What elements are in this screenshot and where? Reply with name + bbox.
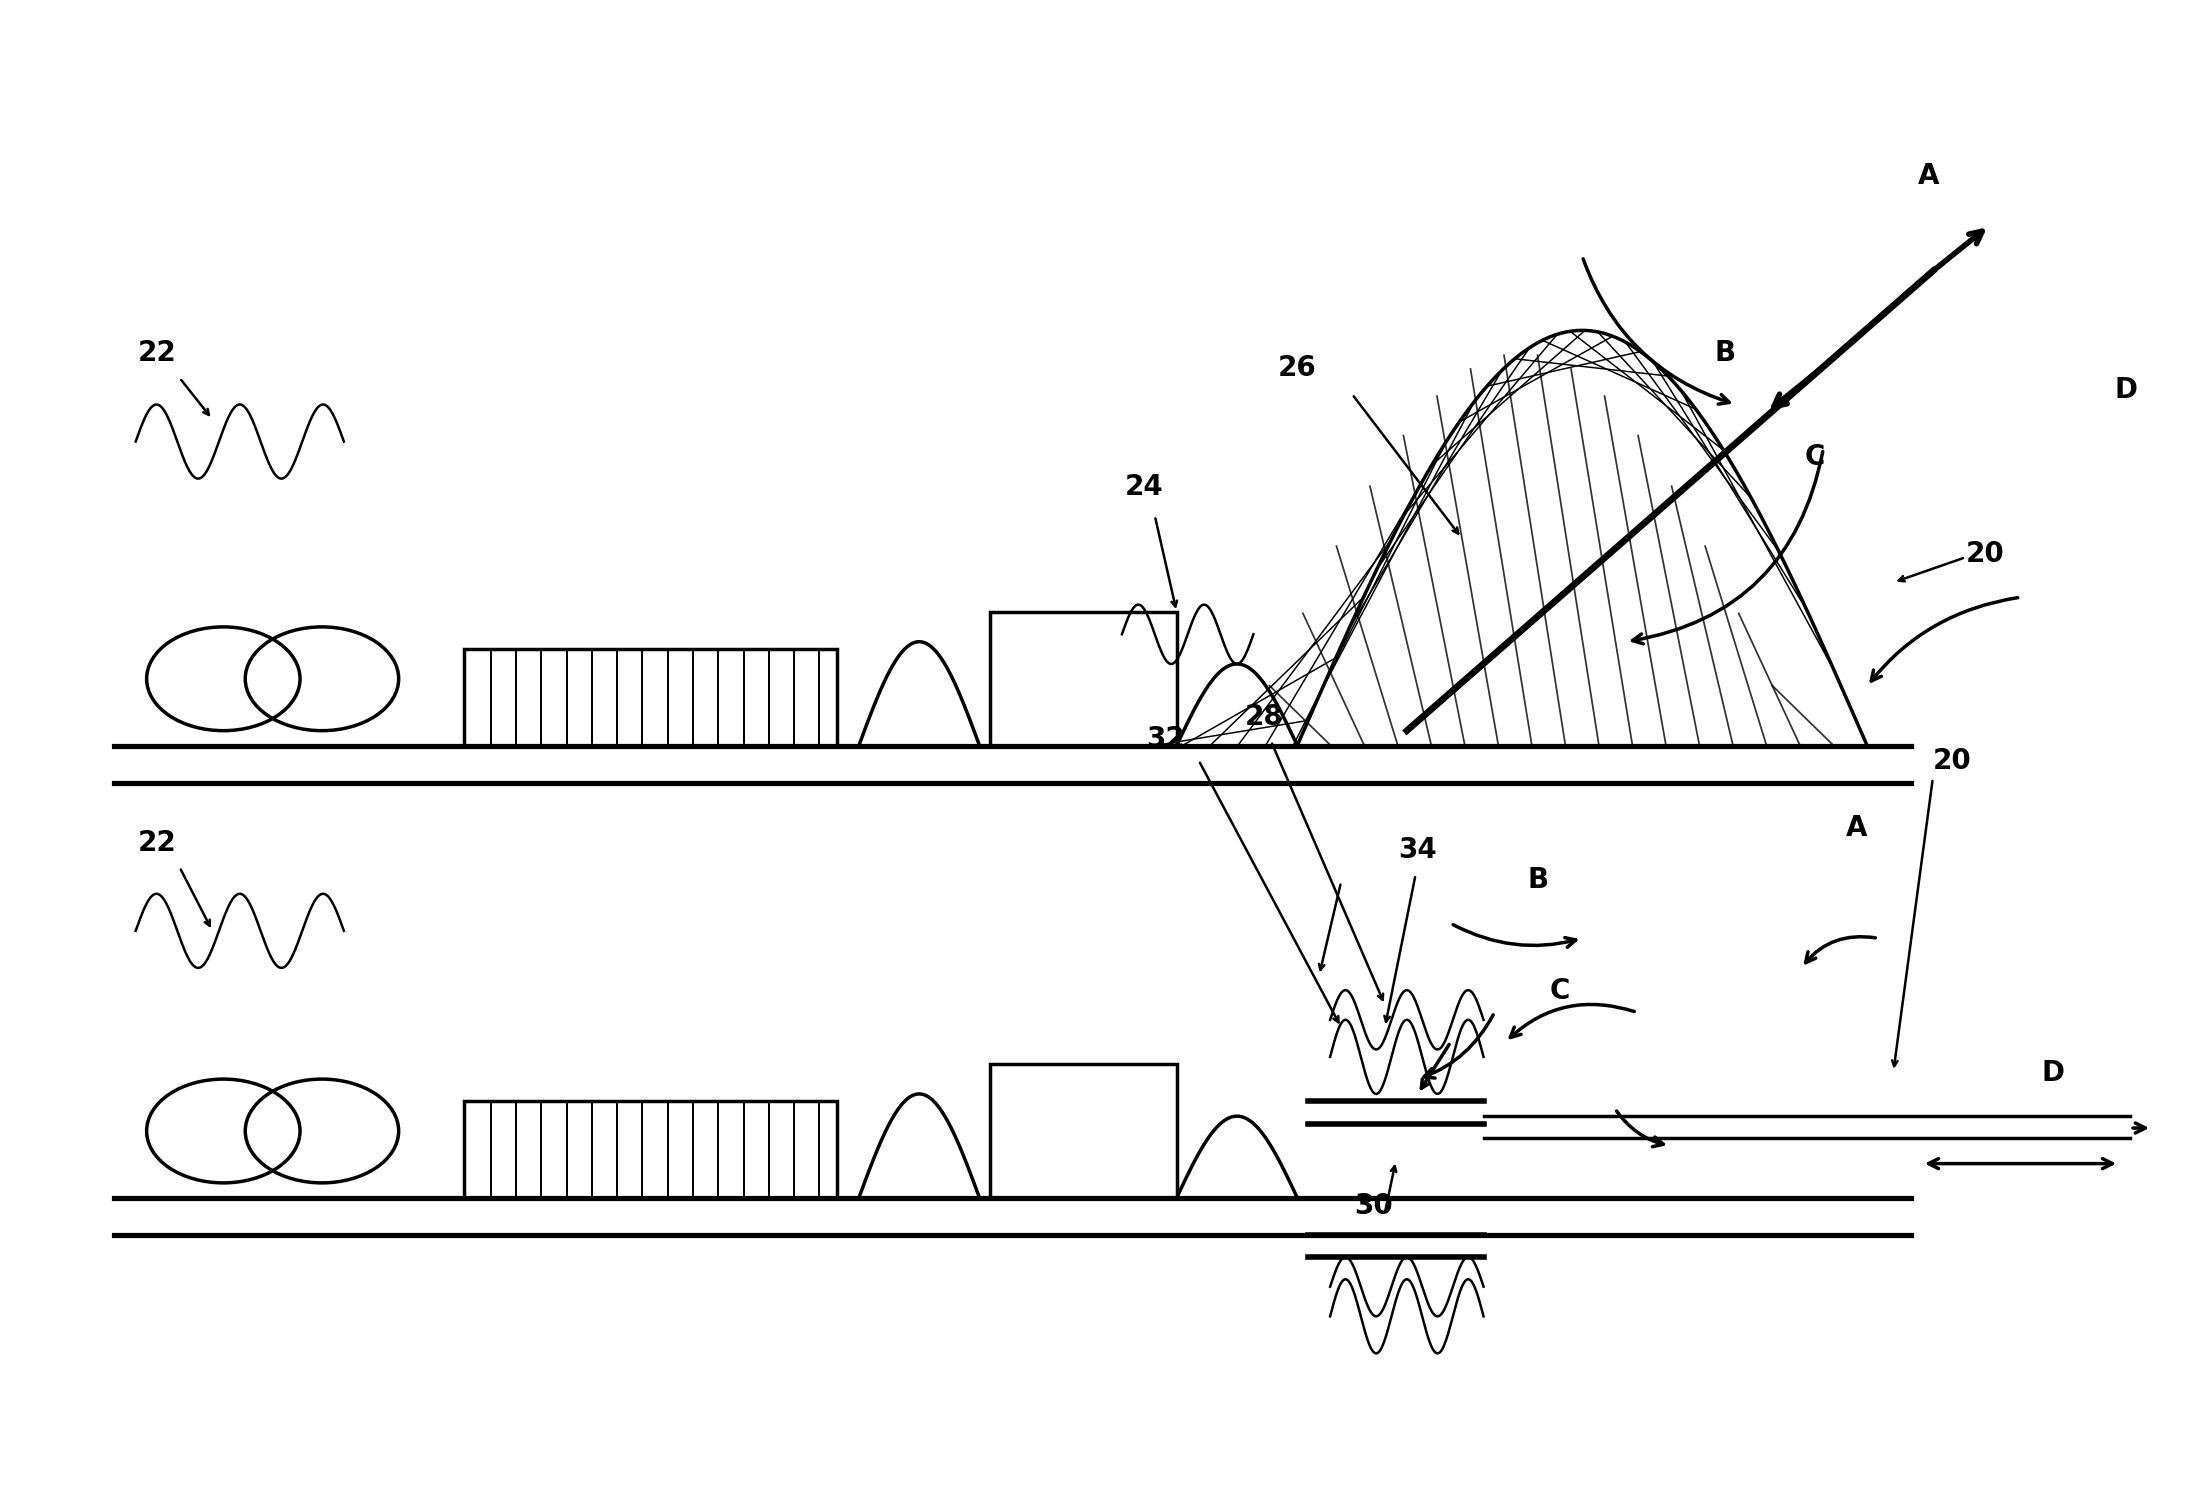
Text: 30: 30 bbox=[1355, 1191, 1393, 1220]
Text: 34: 34 bbox=[1399, 836, 1437, 865]
Bar bbox=[990, 1065, 1177, 1197]
Bar bbox=[464, 1102, 836, 1197]
Text: 28: 28 bbox=[1245, 702, 1285, 731]
Text: C: C bbox=[1804, 443, 1824, 471]
Text: B: B bbox=[1527, 866, 1549, 893]
Text: A: A bbox=[1846, 814, 1868, 842]
Bar bbox=[990, 613, 1177, 746]
Text: 22: 22 bbox=[139, 829, 176, 857]
Text: A: A bbox=[1918, 161, 1938, 189]
Text: C: C bbox=[1551, 977, 1571, 1005]
Text: 22: 22 bbox=[139, 340, 176, 367]
Text: 20: 20 bbox=[1967, 540, 2004, 568]
Text: D: D bbox=[2114, 377, 2136, 404]
Text: B: B bbox=[1714, 340, 1736, 367]
Text: D: D bbox=[2042, 1059, 2066, 1087]
Text: 26: 26 bbox=[1278, 355, 1316, 382]
Text: 32: 32 bbox=[1146, 725, 1186, 753]
Text: 24: 24 bbox=[1124, 473, 1164, 501]
Bar bbox=[464, 649, 836, 746]
Text: 20: 20 bbox=[1934, 747, 1971, 775]
